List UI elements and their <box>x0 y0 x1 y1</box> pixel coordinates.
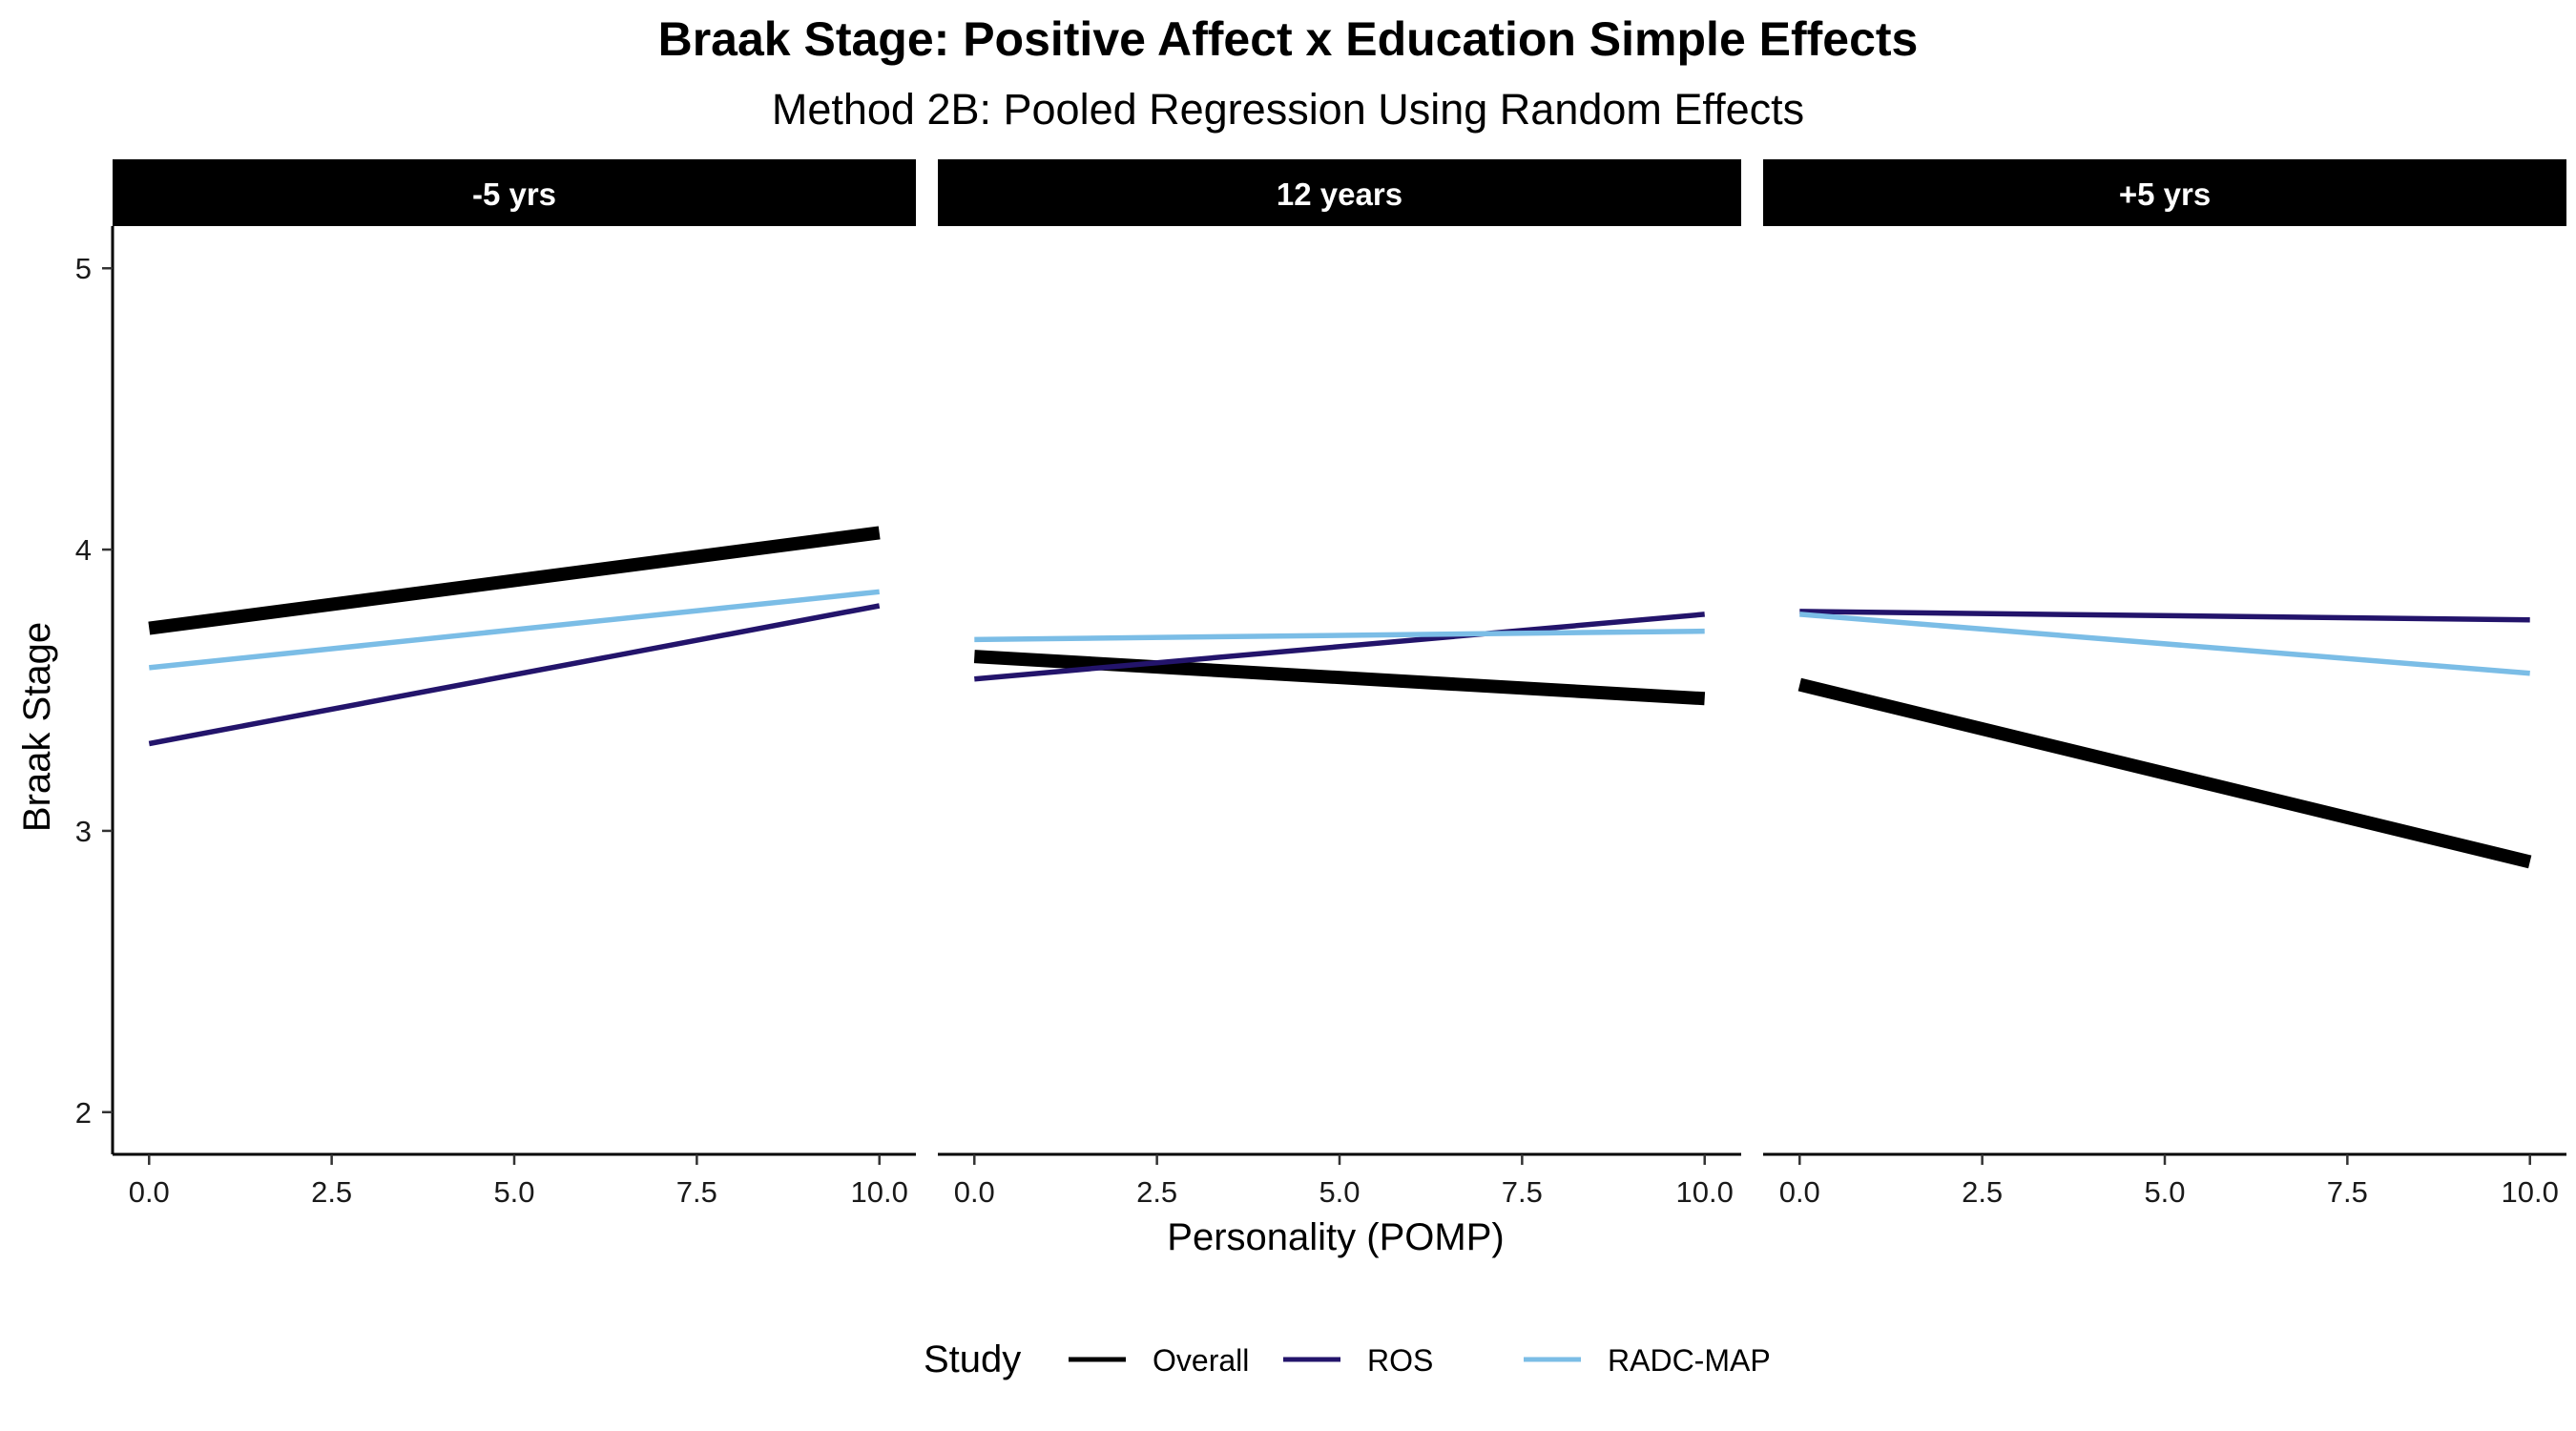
x-tick-label: 7.5 <box>676 1175 717 1209</box>
facet-strip-label: +5 yrs <box>2119 176 2211 212</box>
x-tick-label: 2.5 <box>311 1175 352 1209</box>
facet-panel-2: +5 yrs 0.0 2.5 5.0 7.5 10.0 <box>1763 159 2566 1209</box>
x-tick-label: 0.0 <box>129 1175 170 1209</box>
facet-panels: -5 yrs 0.0 2.5 5.0 7.5 10.0 2 3 4 5 12 years 0.0 2.5… <box>75 159 2566 1209</box>
legend-label: Overall <box>1153 1343 1249 1378</box>
x-tick-label: 5.0 <box>2144 1175 2185 1209</box>
chart-title: Braak Stage: Positive Affect x Education… <box>658 12 1919 66</box>
facet-strip <box>113 159 916 226</box>
x-tick-label: 10.0 <box>2502 1175 2559 1209</box>
series-line-ros <box>974 612 1705 682</box>
facet-panel-1: 12 years 0.0 2.5 5.0 7.5 10.0 <box>938 159 1741 1209</box>
legend-entry-overall: Overall <box>1069 1343 1249 1378</box>
y-tick-label: 3 <box>75 815 92 848</box>
facet-strip <box>938 159 1741 226</box>
legend-entry-ros: ROS <box>1283 1343 1433 1378</box>
x-tick-label: 0.0 <box>1779 1175 1820 1209</box>
chart-subtitle: Method 2B: Pooled Regression Using Rando… <box>772 85 1804 134</box>
y-tick-label: 4 <box>75 533 92 567</box>
series-line-overall <box>973 650 1706 706</box>
x-tick-label: 2.5 <box>1136 1175 1177 1209</box>
x-tick-label: 10.0 <box>851 1175 908 1209</box>
facet-strip <box>1763 159 2566 226</box>
x-tick-label: 7.5 <box>1502 1175 1543 1209</box>
x-tick-label: 0.0 <box>954 1175 995 1209</box>
series-line-overall <box>1797 677 2532 869</box>
legend-entry-radc-map: RADC-MAP <box>1524 1343 1771 1378</box>
series-line-radc-map <box>974 628 1705 643</box>
x-tick-label: 5.0 <box>493 1175 534 1209</box>
facet-strip-label: 12 years <box>1277 176 1402 212</box>
legend: Study Overall ROS RADC-MAP <box>924 1338 1771 1380</box>
x-tick-label: 10.0 <box>1676 1175 1734 1209</box>
series-line-radc-map <box>149 589 880 671</box>
x-tick-label: 2.5 <box>1962 1175 2003 1209</box>
legend-label: ROS <box>1367 1343 1433 1378</box>
legend-label: RADC-MAP <box>1608 1343 1771 1378</box>
series-line-overall <box>148 526 881 635</box>
legend-title: Study <box>924 1338 1021 1380</box>
series-line-radc-map <box>1799 612 2530 676</box>
y-tick-label: 5 <box>75 252 92 285</box>
y-axis-title: Braak Stage <box>16 622 58 832</box>
x-axis-title: Personality (POMP) <box>1167 1216 1504 1258</box>
x-tick-label: 5.0 <box>1319 1175 1360 1209</box>
facet-panel-0: -5 yrs 0.0 2.5 5.0 7.5 10.0 2 3 4 5 <box>75 159 916 1209</box>
x-tick-label: 7.5 <box>2327 1175 2368 1209</box>
series-line-ros <box>148 603 881 747</box>
series-line-ros <box>1799 609 2530 623</box>
facet-strip-label: -5 yrs <box>472 176 556 212</box>
y-tick-label: 2 <box>75 1096 92 1130</box>
